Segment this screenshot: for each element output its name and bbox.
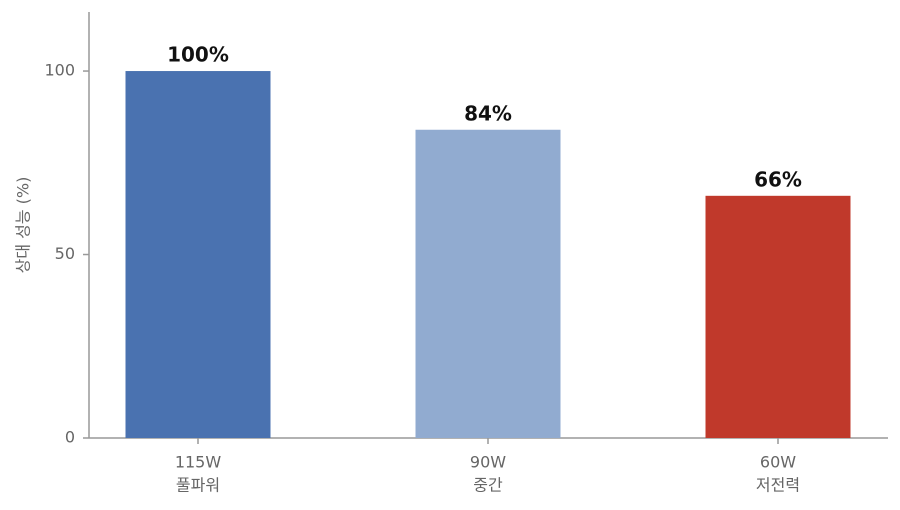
x-tick-label: 90W: [470, 453, 506, 472]
x-tick-label: 저전력: [756, 476, 800, 495]
x-tick-label: 중간: [473, 476, 503, 495]
y-tick-label: 50: [55, 244, 75, 263]
x-tick-label: 풀파워: [176, 476, 220, 495]
value-label: 66%: [754, 167, 802, 191]
bar: [415, 129, 561, 438]
y-tick-label: 0: [65, 428, 75, 447]
y-tick-label: 100: [44, 61, 75, 80]
x-tick-label: 60W: [760, 453, 796, 472]
bar: [705, 195, 851, 438]
value-label: 84%: [464, 101, 512, 125]
bar: [125, 71, 271, 438]
x-tick-label: 115W: [175, 453, 222, 472]
y-axis-label: 상대 성능 (%): [14, 177, 33, 274]
value-label: 100%: [167, 43, 229, 67]
